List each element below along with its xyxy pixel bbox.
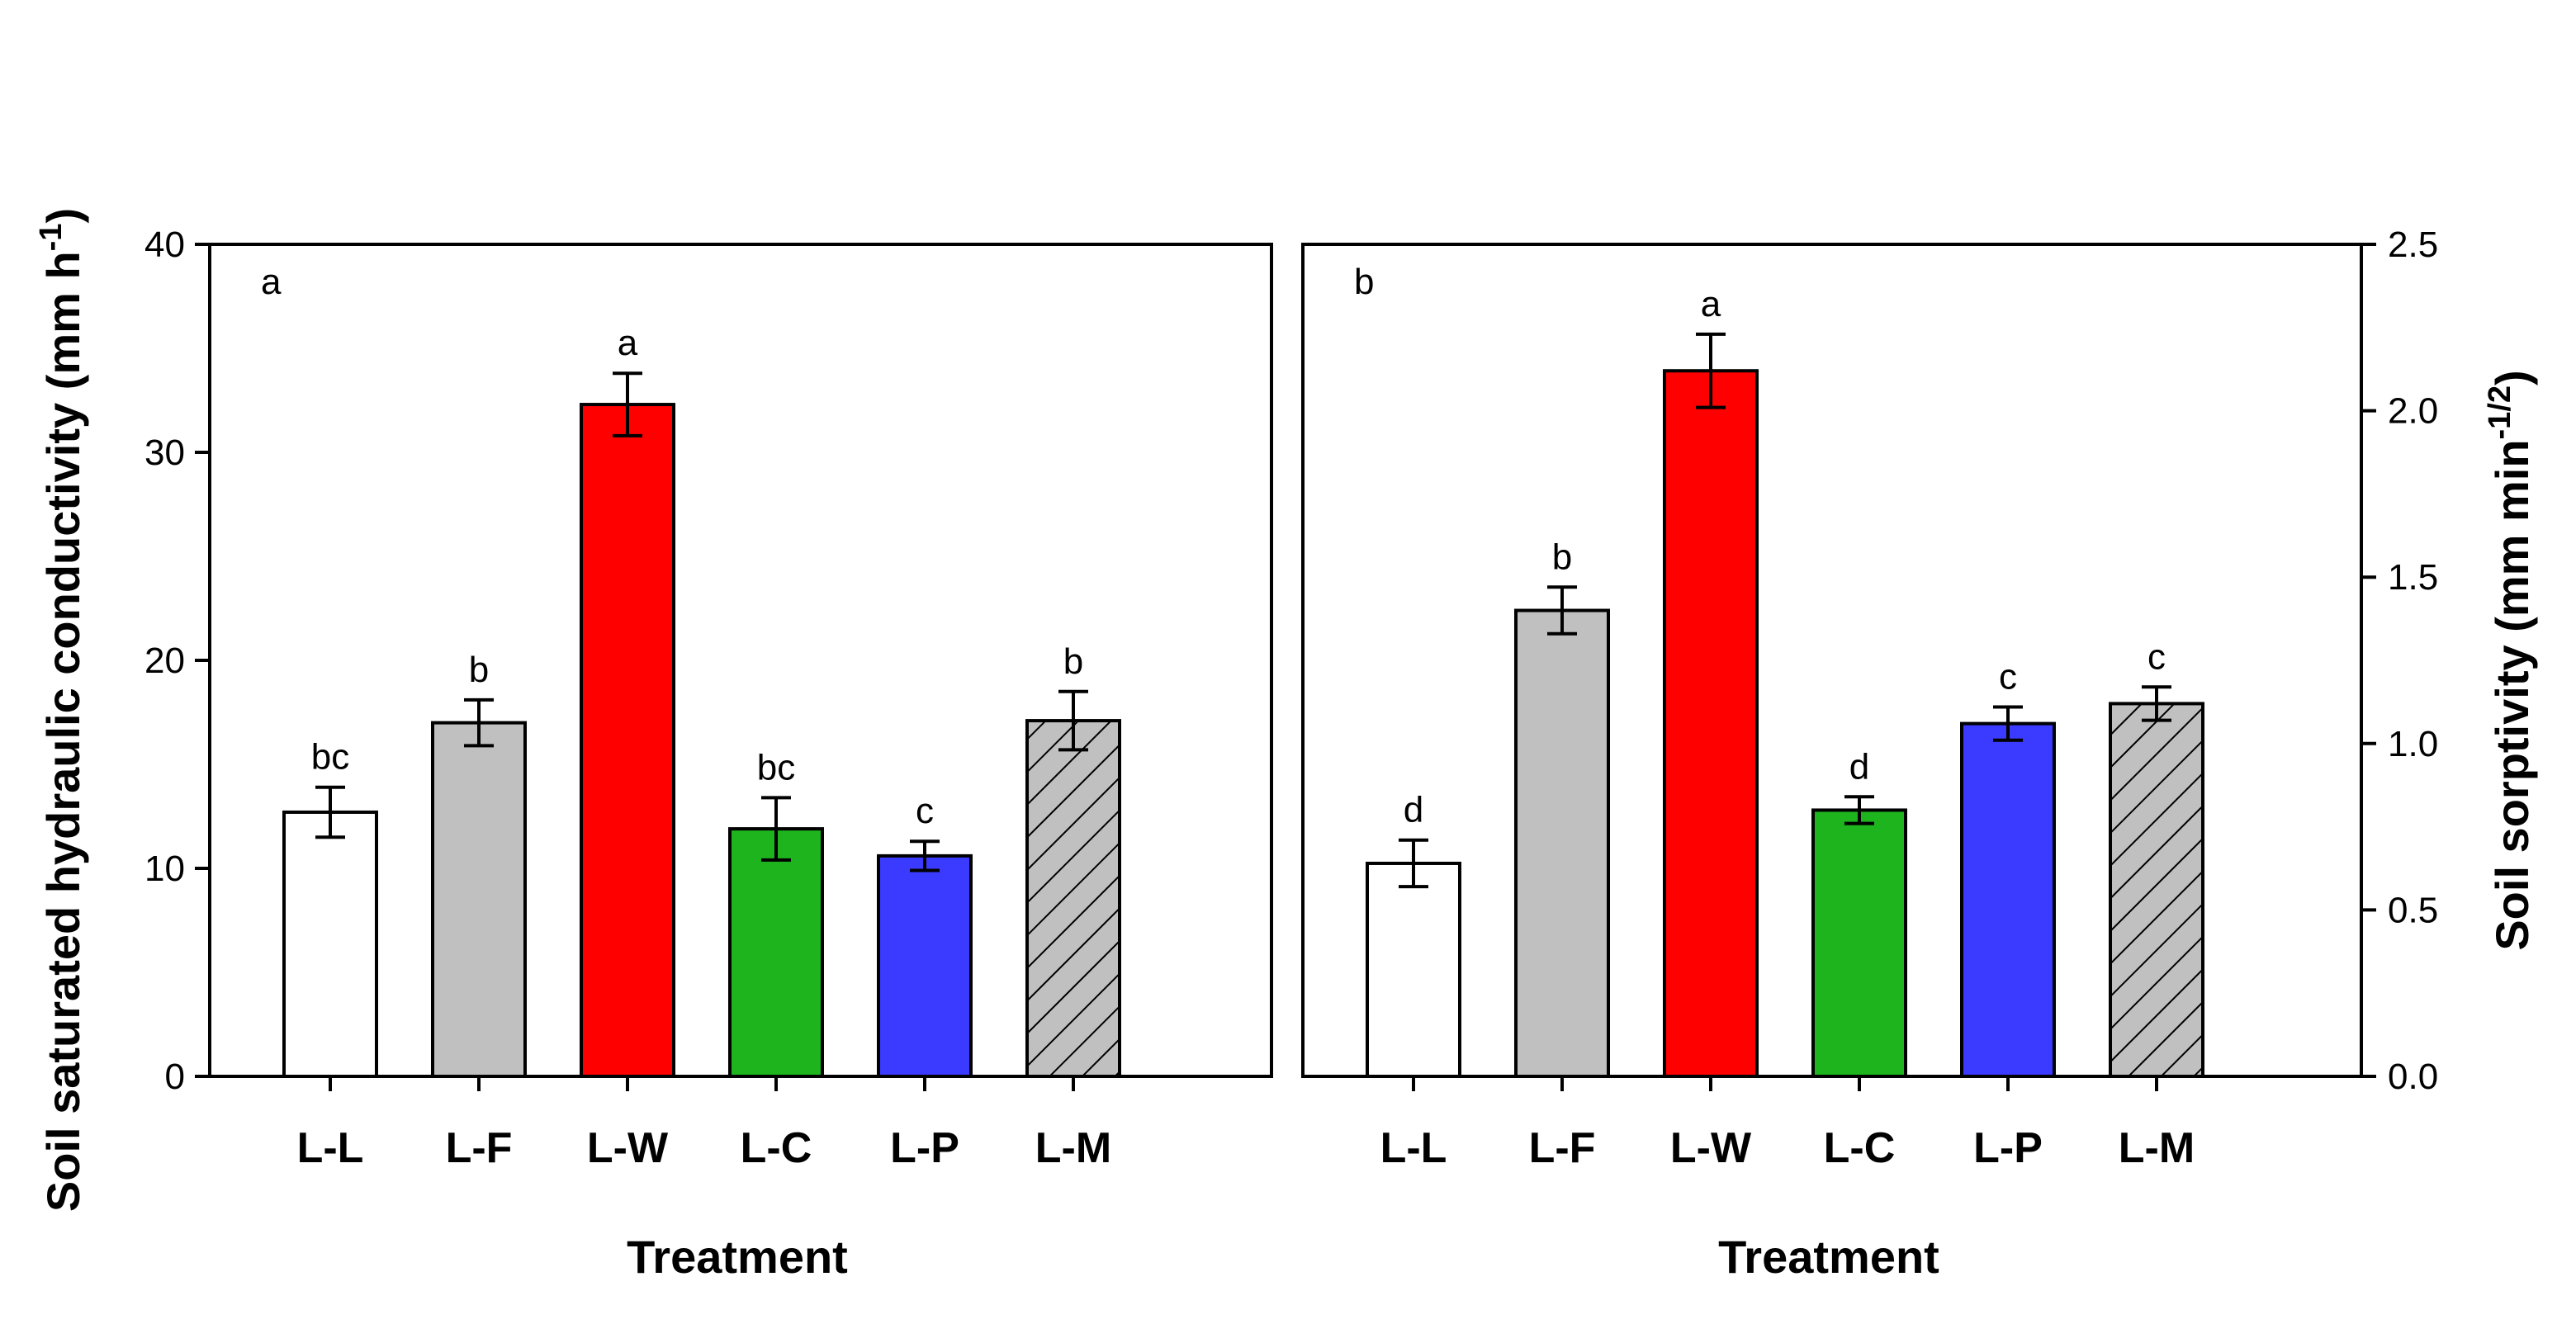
significance-label: c <box>2147 636 2166 677</box>
significance-label: bc <box>311 737 349 778</box>
bar-l-m <box>1025 719 1121 1079</box>
bar-l-w <box>580 403 675 1079</box>
significance-label: bc <box>757 747 795 787</box>
y-axis-title: Soil sorptivity (mm min-1/2) <box>2483 370 2538 950</box>
category-label: L-P <box>1973 1124 2043 1172</box>
category-label: L-L <box>1380 1124 1447 1172</box>
bar-l-l <box>1366 861 1461 1079</box>
category-label: L-W <box>587 1124 669 1172</box>
bar-l-c <box>1811 808 1907 1078</box>
category-label: L-F <box>446 1124 513 1172</box>
significance-label: a <box>618 323 638 363</box>
bar-l-f <box>431 721 527 1078</box>
category-label: L-P <box>890 1124 959 1172</box>
y-tick-label: 30 <box>144 433 185 473</box>
bar-l-p <box>877 854 973 1078</box>
bar-l-f <box>1514 608 1610 1078</box>
significance-label: a <box>1701 284 1721 324</box>
significance-label: b <box>469 650 489 690</box>
significance-label: d <box>1849 746 1869 787</box>
category-label: L-L <box>297 1124 364 1172</box>
panel-label: a <box>261 262 282 302</box>
y-tick-label: 2.5 <box>2388 225 2438 265</box>
y-tick-label: 10 <box>144 849 185 889</box>
category-label: L-C <box>741 1124 812 1172</box>
bar-l-p <box>1960 721 2056 1078</box>
y-tick-label: 1.5 <box>2388 557 2438 598</box>
y-axis-title: Soil saturated hydraulic conductivity (m… <box>34 208 89 1212</box>
significance-label: c <box>1999 656 2017 697</box>
panel-a: a 0 10 20 30 40 bc L-L b L-F a L-W bc L-C c L-P b L-M Trea… <box>34 208 1273 1283</box>
panel-b: b 0.0 0.5 1.0 1.5 2.0 2.5 d L-L b L-F a L-W d L-C c L-P c… <box>1301 225 2538 1283</box>
x-axis-title: Treatment <box>627 1231 848 1283</box>
y-tick-label: 2.0 <box>2388 391 2438 432</box>
significance-label: c <box>916 791 934 831</box>
y-tick-label: 0.0 <box>2388 1057 2438 1097</box>
significance-label: b <box>1063 641 1083 682</box>
y-tick-label: 0.5 <box>2388 890 2438 930</box>
category-label: L-C <box>1824 1124 1896 1172</box>
y-tick-label: 40 <box>144 225 185 265</box>
category-label: L-M <box>2119 1124 2195 1172</box>
bar-l-l <box>282 810 378 1079</box>
significance-label: d <box>1404 790 1423 830</box>
y-tick-label: 1.0 <box>2388 724 2438 764</box>
y-tick-label: 20 <box>144 641 185 681</box>
category-label: L-W <box>1670 1124 1752 1172</box>
significance-label: b <box>1552 537 1572 577</box>
x-axis-title: Treatment <box>1718 1231 1939 1283</box>
bar-l-c <box>728 827 824 1078</box>
y-tick-label: 0 <box>165 1057 185 1097</box>
bar-l-m <box>2109 702 2204 1079</box>
category-label: L-M <box>1035 1124 1111 1172</box>
bar-l-w <box>1663 369 1759 1078</box>
category-label: L-F <box>1529 1124 1596 1172</box>
panel-label: b <box>1354 262 1374 302</box>
